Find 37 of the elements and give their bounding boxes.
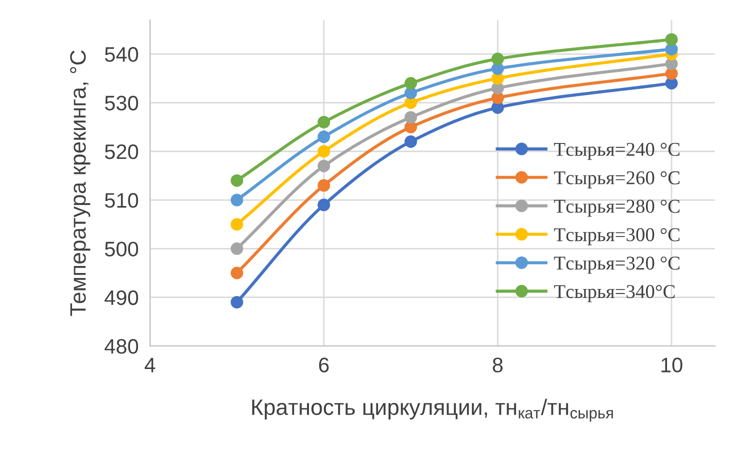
point	[318, 130, 330, 144]
point	[665, 33, 678, 46]
y-tick-label: 500	[104, 242, 138, 256]
point	[404, 111, 418, 124]
y-tick-label: 480	[104, 339, 138, 354]
point	[318, 145, 330, 158]
y-axis-title: Температура крекинга, °С	[70, 50, 90, 316]
point	[230, 218, 244, 231]
point	[230, 174, 244, 187]
point	[230, 296, 244, 308]
legend-label: Tсырья=240 °C	[554, 142, 680, 160]
legend-label: Tсырья=260 °C	[554, 171, 680, 188]
y-tick-label: 510	[104, 193, 138, 208]
x-tick-label: 6	[319, 358, 329, 372]
point	[404, 135, 418, 148]
x-tick-label: 4	[144, 358, 156, 372]
point	[318, 160, 330, 172]
point	[318, 116, 330, 128]
x-tick-label: 10	[662, 358, 682, 372]
point	[491, 52, 504, 66]
point	[230, 266, 244, 280]
y-tick-label: 520	[104, 144, 138, 160]
point	[404, 77, 418, 90]
y-tick-label: 490	[104, 290, 138, 306]
legend-label: Tсырья=320 °C	[554, 256, 680, 274]
x-tick-label: 8	[492, 358, 503, 372]
legend-label: Tсырья=280 °C	[554, 200, 680, 217]
point	[404, 96, 418, 109]
point	[318, 179, 330, 192]
y-tick-label: 530	[104, 96, 138, 110]
point	[318, 198, 330, 212]
point	[230, 194, 244, 206]
point	[230, 242, 244, 255]
y-tick-label: 540	[104, 47, 138, 62]
legend-label: Tсырья=300 °C	[554, 228, 680, 246]
x-axis-title: Кратность циркуляции, тн$_{кат}$/тн$_{сырья}$	[252, 398, 613, 422]
legend-label: Tсырья=340°C	[554, 285, 675, 302]
